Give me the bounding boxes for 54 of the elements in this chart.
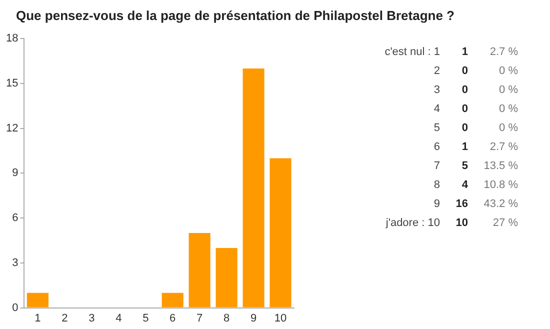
text: 8 (434, 179, 440, 191)
y-tick-label: 9 (12, 167, 18, 180)
text: 5 (462, 160, 468, 172)
text: 2.7 % (490, 141, 518, 153)
x-tick-label: 6 (170, 312, 176, 324)
text: 9 (434, 198, 440, 210)
text: j'adore : 10 (386, 217, 440, 229)
text: 4 (462, 179, 468, 191)
x-tick-label: 4 (116, 312, 122, 324)
text: 0 % (499, 122, 518, 134)
x-tick-label: 8 (223, 312, 230, 324)
text: 13.5 % (484, 160, 518, 172)
bar (270, 158, 292, 308)
x-tick-label: 2 (62, 312, 68, 324)
text: 43.2 % (484, 198, 518, 210)
text: 0 % (499, 84, 518, 96)
y-tick-label: 0 (12, 302, 18, 314)
x-tick-label: 5 (142, 312, 149, 324)
text: 0 (462, 65, 468, 77)
x-tick-label: 7 (196, 312, 203, 324)
y-tick-label: 15 (6, 78, 18, 90)
text: 2 (434, 65, 440, 77)
text: 3 (434, 84, 440, 96)
text: 2.7 % (490, 46, 518, 58)
y-tick-label: 6 (12, 212, 18, 224)
x-tick-label: 1 (34, 312, 41, 324)
y-tick-label: 12 (6, 122, 18, 134)
bar (26, 292, 49, 308)
text: 0 (462, 122, 468, 134)
bar (216, 248, 238, 308)
text: 0 % (499, 65, 518, 77)
text: c'est nul : 1 (384, 46, 440, 58)
bar (162, 292, 184, 308)
text: 1 (462, 46, 468, 58)
text: 1 (462, 141, 468, 153)
bar (242, 68, 264, 308)
text: 0 % (499, 103, 518, 115)
text: 10 (456, 217, 468, 229)
text: 4 (434, 103, 440, 115)
text: 6 (434, 141, 440, 153)
text: 7 (434, 160, 440, 172)
y-tick-label: 3 (12, 256, 18, 269)
chart-title: Que pensez-vous de la page de présentation de Philapostel Bretagne ? (16, 8, 454, 23)
text: 16 (456, 198, 468, 210)
text: 10.8 % (484, 179, 518, 191)
x-tick-label: 9 (250, 312, 257, 324)
text: 0 (462, 103, 468, 115)
x-tick-label: 10 (274, 312, 287, 324)
text: 5 (434, 122, 440, 134)
text: 0 (462, 84, 468, 96)
y-tick-label: 18 (6, 32, 18, 45)
text: 27 % (492, 217, 518, 229)
bar (188, 233, 210, 308)
x-tick-label: 3 (88, 312, 95, 324)
